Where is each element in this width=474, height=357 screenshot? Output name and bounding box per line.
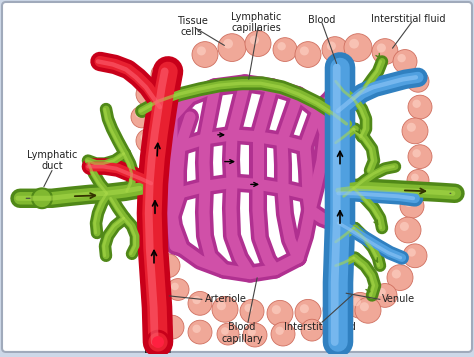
Circle shape [377,44,386,52]
Circle shape [300,304,309,313]
Text: Blood: Blood [144,345,172,355]
Circle shape [301,319,323,341]
Text: Arteriole: Arteriole [205,295,247,305]
Text: Lymph: Lymph [429,188,462,198]
Circle shape [377,288,386,296]
Circle shape [332,315,341,323]
Circle shape [403,244,427,268]
Circle shape [373,283,397,307]
Circle shape [140,87,149,95]
Circle shape [411,174,419,181]
Circle shape [408,145,432,169]
Circle shape [393,50,417,74]
Circle shape [344,34,372,61]
Circle shape [212,296,238,322]
Circle shape [160,258,169,267]
Circle shape [412,149,421,157]
Circle shape [267,300,293,326]
Circle shape [147,331,169,353]
Text: Blood
capillary: Blood capillary [221,322,263,344]
Circle shape [328,310,352,334]
Circle shape [135,110,143,118]
Circle shape [372,39,398,65]
Text: Lymph: Lymph [14,193,46,203]
Circle shape [407,123,416,132]
Circle shape [140,133,149,142]
Circle shape [192,296,201,304]
Text: Lymphatic
duct: Lymphatic duct [27,150,77,171]
Text: Interstital fluid: Interstital fluid [284,322,356,332]
Circle shape [327,41,336,50]
Circle shape [400,194,424,218]
Text: Interstitial fluid: Interstitial fluid [371,14,445,24]
Circle shape [155,67,163,75]
Circle shape [164,320,173,328]
Circle shape [322,37,348,62]
Circle shape [349,39,359,49]
Circle shape [158,233,166,241]
Circle shape [360,302,369,311]
Circle shape [250,35,259,45]
Circle shape [240,300,264,323]
Circle shape [167,278,189,300]
Circle shape [271,322,295,346]
Circle shape [295,42,321,67]
Circle shape [192,325,201,333]
Circle shape [160,315,184,339]
Circle shape [197,46,206,55]
Circle shape [277,42,286,50]
Circle shape [352,297,361,306]
Circle shape [217,301,226,310]
Circle shape [404,199,413,207]
Circle shape [407,70,429,92]
Circle shape [412,100,421,108]
Circle shape [400,222,409,231]
Circle shape [273,38,297,61]
Circle shape [295,300,321,325]
Circle shape [32,188,52,208]
Circle shape [136,82,160,106]
Text: Lymphatic
capillaries: Lymphatic capillaries [231,12,281,34]
Circle shape [243,323,267,347]
Circle shape [154,229,176,251]
Circle shape [245,304,253,312]
Circle shape [397,54,406,62]
Circle shape [300,46,309,55]
Circle shape [151,64,173,85]
Circle shape [247,328,256,336]
Circle shape [411,74,419,82]
Circle shape [408,248,416,257]
Circle shape [156,254,180,278]
Circle shape [217,323,239,345]
Circle shape [328,302,336,310]
Circle shape [272,305,281,314]
Circle shape [192,42,218,67]
Circle shape [387,265,413,291]
Circle shape [408,95,432,119]
Circle shape [392,270,401,278]
Circle shape [402,118,428,144]
Circle shape [171,283,179,290]
Circle shape [223,39,233,49]
Circle shape [136,129,160,153]
Text: Tissue
cells: Tissue cells [176,16,208,37]
Circle shape [152,336,164,348]
Circle shape [188,291,212,315]
Circle shape [305,323,313,331]
Circle shape [347,292,373,318]
Circle shape [245,31,271,56]
Circle shape [395,217,421,243]
Circle shape [407,170,429,191]
Circle shape [323,297,347,321]
Circle shape [355,297,381,323]
Circle shape [218,34,246,61]
Text: Blood: Blood [308,15,336,25]
Circle shape [221,327,229,335]
Text: Venule: Venule [382,295,415,305]
FancyBboxPatch shape [2,2,472,352]
Circle shape [131,106,153,128]
Circle shape [188,320,212,344]
Circle shape [275,327,284,335]
